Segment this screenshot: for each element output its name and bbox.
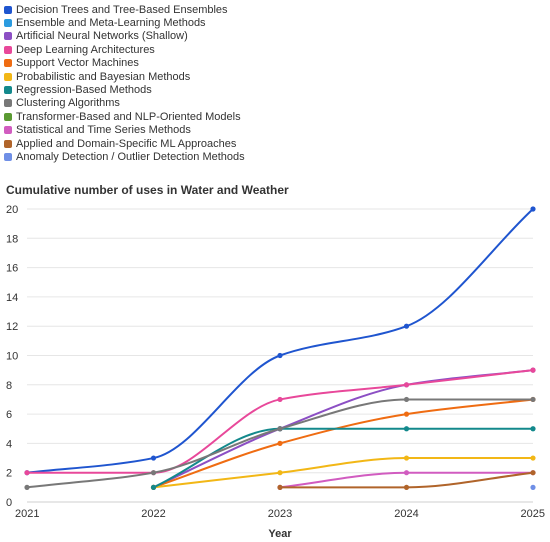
legend-label: Deep Learning Architectures: [16, 43, 155, 56]
legend-swatch: [4, 139, 12, 148]
x-tick-label: 2022: [141, 508, 165, 520]
data-point: [403, 323, 410, 329]
legend-item: Transformer-Based and NLP-Oriented Model…: [4, 110, 245, 123]
y-tick-label: 20: [6, 204, 18, 216]
y-tick-label: 14: [6, 292, 18, 304]
legend-item: Clustering Algorithms: [4, 97, 245, 110]
data-point: [403, 396, 410, 403]
legend-label: Regression-Based Methods: [16, 84, 152, 97]
legend-label: Statistical and Time Series Methods: [16, 124, 191, 137]
data-point: [277, 396, 283, 403]
legend-swatch: [4, 45, 12, 54]
data-point: [150, 470, 157, 476]
data-point: [530, 470, 536, 476]
legend-label: Support Vector Machines: [16, 57, 139, 70]
y-tick-label: 12: [6, 321, 18, 333]
series-line: [26, 208, 534, 474]
legend-swatch: [4, 86, 12, 95]
data-point: [150, 484, 157, 490]
legend-label: Artificial Neural Networks (Shallow): [16, 30, 188, 43]
data-point: [277, 440, 283, 446]
data-point: [403, 426, 410, 432]
legend-label: Clustering Algorithms: [16, 97, 120, 110]
legend-swatch: [4, 32, 12, 41]
data-point: [530, 396, 536, 403]
legend-swatch: [4, 112, 12, 121]
data-point: [403, 455, 410, 461]
legend-item: Probabilistic and Bayesian Methods: [4, 70, 245, 83]
data-point: [403, 470, 410, 476]
legend-item: Statistical and Time Series Methods: [4, 124, 245, 137]
data-point: [530, 367, 536, 373]
data-point: [277, 470, 283, 476]
data-point: [277, 352, 283, 359]
legend-item: Regression-Based Methods: [4, 83, 245, 96]
x-tick-label: 2021: [15, 508, 39, 520]
data-point: [403, 484, 410, 490]
data-point: [530, 206, 536, 212]
x-tick-label: 2023: [268, 508, 292, 520]
y-tick-label: 10: [6, 351, 18, 363]
data-point: [277, 484, 283, 490]
y-tick-label: 0: [6, 497, 12, 509]
legend-swatch: [4, 19, 12, 28]
legend-swatch: [4, 72, 12, 81]
legend-item: Deep Learning Architectures: [4, 43, 245, 56]
legend-item: Artificial Neural Networks (Shallow): [4, 30, 245, 43]
x-tick-label: 2024: [394, 508, 418, 520]
legend-label: Anomaly Detection / Outlier Detection Me…: [16, 150, 245, 163]
y-tick-label: 4: [6, 438, 12, 450]
y-tick-label: 6: [6, 409, 12, 421]
x-axis-label: Year: [268, 528, 292, 540]
legend-swatch: [4, 99, 12, 108]
y-tick-label: 2: [6, 468, 12, 480]
data-point: [277, 426, 283, 432]
legend-label: Probabilistic and Bayesian Methods: [16, 70, 191, 83]
legend-swatch: [4, 5, 12, 14]
series-line: [152, 457, 534, 489]
data-point: [403, 382, 410, 388]
y-tick-label: 18: [6, 233, 18, 245]
data-point: [24, 484, 30, 490]
series-line: [152, 398, 534, 489]
legend-item: Support Vector Machines: [4, 57, 245, 70]
x-tick-label: 2025: [521, 508, 545, 520]
legend-label: Transformer-Based and NLP-Oriented Model…: [16, 110, 241, 123]
legend-item: Applied and Domain-Specific ML Approache…: [4, 137, 245, 150]
data-point: [150, 455, 157, 461]
data-point: [530, 455, 536, 461]
legend-item: Anomaly Detection / Outlier Detection Me…: [4, 150, 245, 163]
chart-title: Cumulative number of uses in Water and W…: [6, 183, 289, 197]
y-tick-label: 8: [6, 380, 12, 392]
data-point: [530, 484, 536, 490]
legend-item: Decision Trees and Tree-Based Ensembles: [4, 3, 245, 16]
legend-label: Applied and Domain-Specific ML Approache…: [16, 137, 237, 150]
x-axis-ticks: 2021 2022 2023 2024 2025: [15, 508, 545, 520]
data-point: [403, 411, 410, 417]
data-point: [24, 470, 30, 476]
y-axis-ticks: 0 2 4 6 8 10 12 14 16 18 20: [6, 204, 18, 509]
legend-swatch: [4, 59, 12, 68]
legend-item: Ensemble and Meta-Learning Methods: [4, 16, 245, 29]
legend-swatch: [4, 126, 12, 135]
chart-legend: Decision Trees and Tree-Based Ensembles E…: [4, 3, 245, 164]
y-tick-label: 16: [6, 263, 18, 275]
data-point: [530, 426, 536, 432]
series-points: [24, 206, 536, 490]
legend-label: Ensemble and Meta-Learning Methods: [16, 17, 206, 30]
legend-swatch: [4, 152, 12, 161]
legend-label: Decision Trees and Tree-Based Ensembles: [16, 3, 228, 16]
